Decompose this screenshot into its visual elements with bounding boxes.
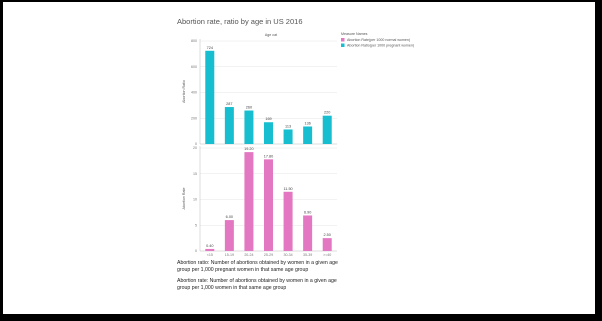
legend-swatch-ratio (341, 43, 345, 47)
ratio-y-tick-label: 0 (195, 142, 197, 146)
ratio-y-tick-label: 800 (191, 39, 197, 43)
rate-y-tick-label: 15 (193, 172, 197, 176)
x-tick-label: 30-34 (283, 253, 292, 257)
rate-bar (264, 159, 273, 251)
rate-bar (244, 152, 254, 251)
x-tick-label: <15 (207, 253, 213, 257)
x-tick-label: 35-39 (303, 253, 312, 257)
column-header: Age cat (265, 33, 277, 37)
page-title: Abortion rate, ratio by age in US 2016 (177, 17, 303, 26)
rate-bar (283, 191, 293, 251)
ratio-value-label: 113 (285, 124, 291, 128)
rate-bar (322, 238, 332, 251)
rate-value-label: 0.40 (206, 244, 213, 248)
rate-value-label: 11.50 (283, 187, 292, 191)
ratio-bar (303, 126, 313, 144)
ratio-y-tick-label: 400 (191, 91, 197, 95)
rate-value-label: 6.00 (226, 215, 233, 219)
ratio-value-label: 220 (324, 111, 330, 115)
rate-value-label: 19.20 (244, 147, 254, 151)
note-rate-line-2: group per 1,000 women in that same age g… (177, 285, 286, 291)
legend-swatch-rate (341, 38, 345, 42)
ratio-bar (244, 110, 254, 144)
legend-label-ratio: Abortion Ratio(per 1000 pregnant women) (347, 44, 414, 48)
ratio-value-label: 260 (246, 106, 252, 110)
ratio-bar (322, 115, 332, 144)
rate-y-tick-label: 10 (193, 198, 197, 202)
x-tick-label: >=40 (323, 253, 331, 257)
rate-y-axis-label: Abortion Rate (182, 188, 186, 210)
ratio-value-label: 136 (304, 121, 310, 125)
ratio-bar (264, 122, 273, 144)
ratio-bar (224, 107, 234, 144)
page-frame: Abortion rate, ratio by age in US 2016 A… (3, 2, 595, 314)
legend-title: Measure Names (341, 32, 368, 36)
rate-y-tick-label: 5 (195, 223, 197, 227)
ratio-y-tick-label: 200 (191, 116, 197, 120)
ratio-bar (205, 50, 215, 144)
note-ratio-line-1: Abortion ratio: Number of abortions obta… (177, 260, 338, 266)
x-tick-label: 15-19 (225, 253, 234, 257)
chart-panel-rate: 0 5 10 15 20 Abortion Rate 0.40 <15 6.00 15-19 19.… (182, 146, 337, 257)
chart-canvas: Abortion rate, ratio by age in US 2016 A… (177, 17, 414, 291)
rate-bar (303, 215, 313, 251)
chart-panel-ratio: 0 200 400 600 800 Abortion Ratio 724 287 260 169 1… (182, 39, 337, 146)
rate-value-label: 6.90 (304, 210, 311, 214)
rate-y-tick-label: 20 (193, 146, 197, 150)
rate-y-tick-label: 0 (195, 249, 197, 253)
rate-bar (205, 248, 215, 251)
ratio-value-label: 724 (207, 46, 213, 50)
ratio-value-label: 287 (226, 102, 232, 106)
ratio-bar (283, 129, 293, 144)
legend-label-rate: Abortion Rate(per 1000 normal women) (347, 38, 410, 42)
notes: Abortion ratio: Number of abortions obta… (177, 260, 338, 291)
rate-value-label: 17.80 (264, 154, 274, 158)
note-ratio-line-2: group per 1,000 pregnant women in that s… (177, 267, 308, 273)
legend: Measure Names Abortion Rate(per 1000 nor… (341, 32, 414, 48)
ratio-y-tick-label: 600 (191, 65, 197, 69)
note-rate-line-1: Abortion rate: Number of abortions obtai… (177, 278, 337, 284)
x-tick-label: 25-29 (264, 253, 273, 257)
ratio-value-label: 169 (265, 117, 271, 121)
rate-bar (224, 220, 234, 251)
x-tick-label: 20-24 (244, 253, 253, 257)
ratio-y-axis-label: Abortion Ratio (182, 80, 186, 103)
rate-value-label: 2.50 (324, 233, 331, 237)
